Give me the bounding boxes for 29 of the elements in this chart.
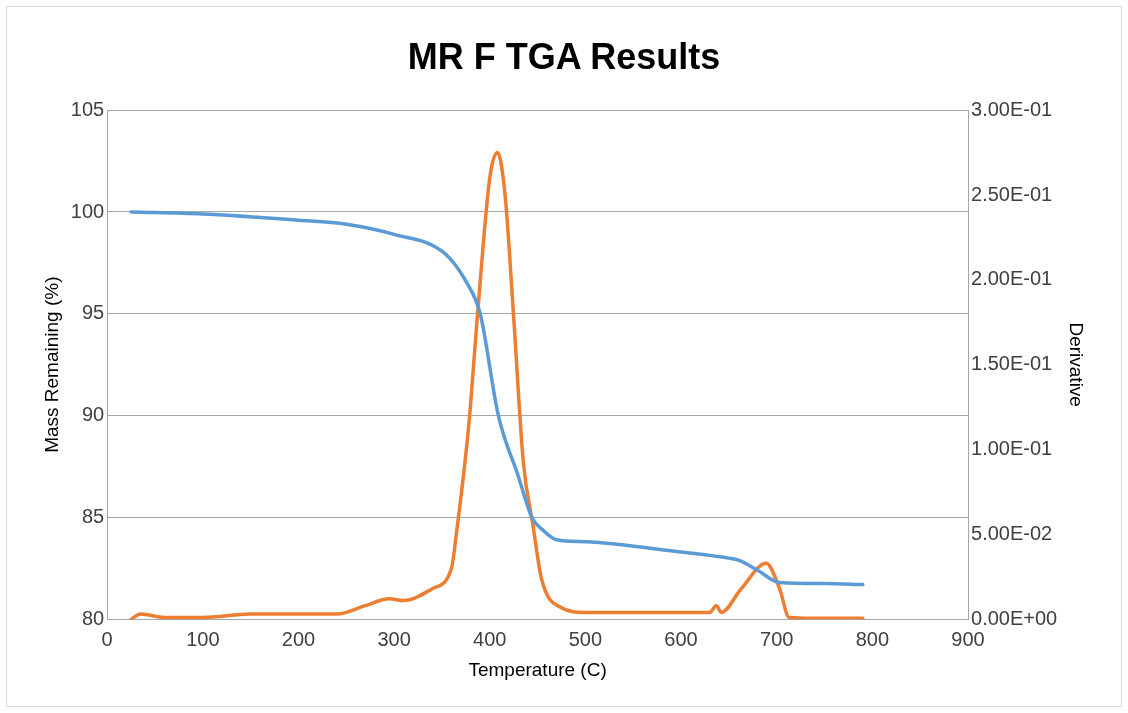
x-axis-title: Temperature (C)	[468, 658, 607, 680]
y2-tick-label: 2.00E-01	[971, 267, 1053, 290]
line-series	[129, 210, 865, 587]
x-tick-label: 500	[568, 627, 603, 650]
y2-tick-label: 5.00E-02	[971, 521, 1053, 544]
line-series	[129, 150, 865, 620]
y-tick-label: 95	[81, 301, 105, 324]
y-tick-label: 105	[70, 97, 105, 120]
x-tick-label: 300	[377, 627, 411, 650]
x-tick-label: 600	[664, 627, 698, 650]
y-tick-label: 90	[81, 403, 105, 426]
x-tick-label: 700	[760, 627, 794, 650]
y-tick-label: 85	[81, 504, 105, 527]
y-axis-title: Mass Remaining (%)	[40, 276, 62, 453]
y-tick-label: 80	[81, 606, 105, 629]
x-tick-label: 100	[186, 627, 220, 650]
x-tick-label: 0	[101, 627, 113, 650]
y-tick-label: 100	[70, 199, 105, 222]
y2-axis-title: Derivative	[1066, 322, 1088, 407]
y2-tick-label: 1.50E-01	[971, 352, 1053, 375]
y2-tick-label: 3.00E-01	[971, 97, 1053, 120]
x-tick-label: 200	[281, 627, 316, 650]
y2-tick-label: 1.00E-01	[971, 437, 1053, 460]
x-tick-label: 800	[855, 627, 890, 650]
y2-tick-label: 0.00E+00	[971, 606, 1058, 629]
chart-title: MR F TGA Results	[407, 35, 721, 77]
x-tick-label: 900	[951, 627, 985, 650]
x-tick-label: 400	[473, 627, 507, 650]
y2-tick-label: 2.50E-01	[971, 182, 1053, 205]
